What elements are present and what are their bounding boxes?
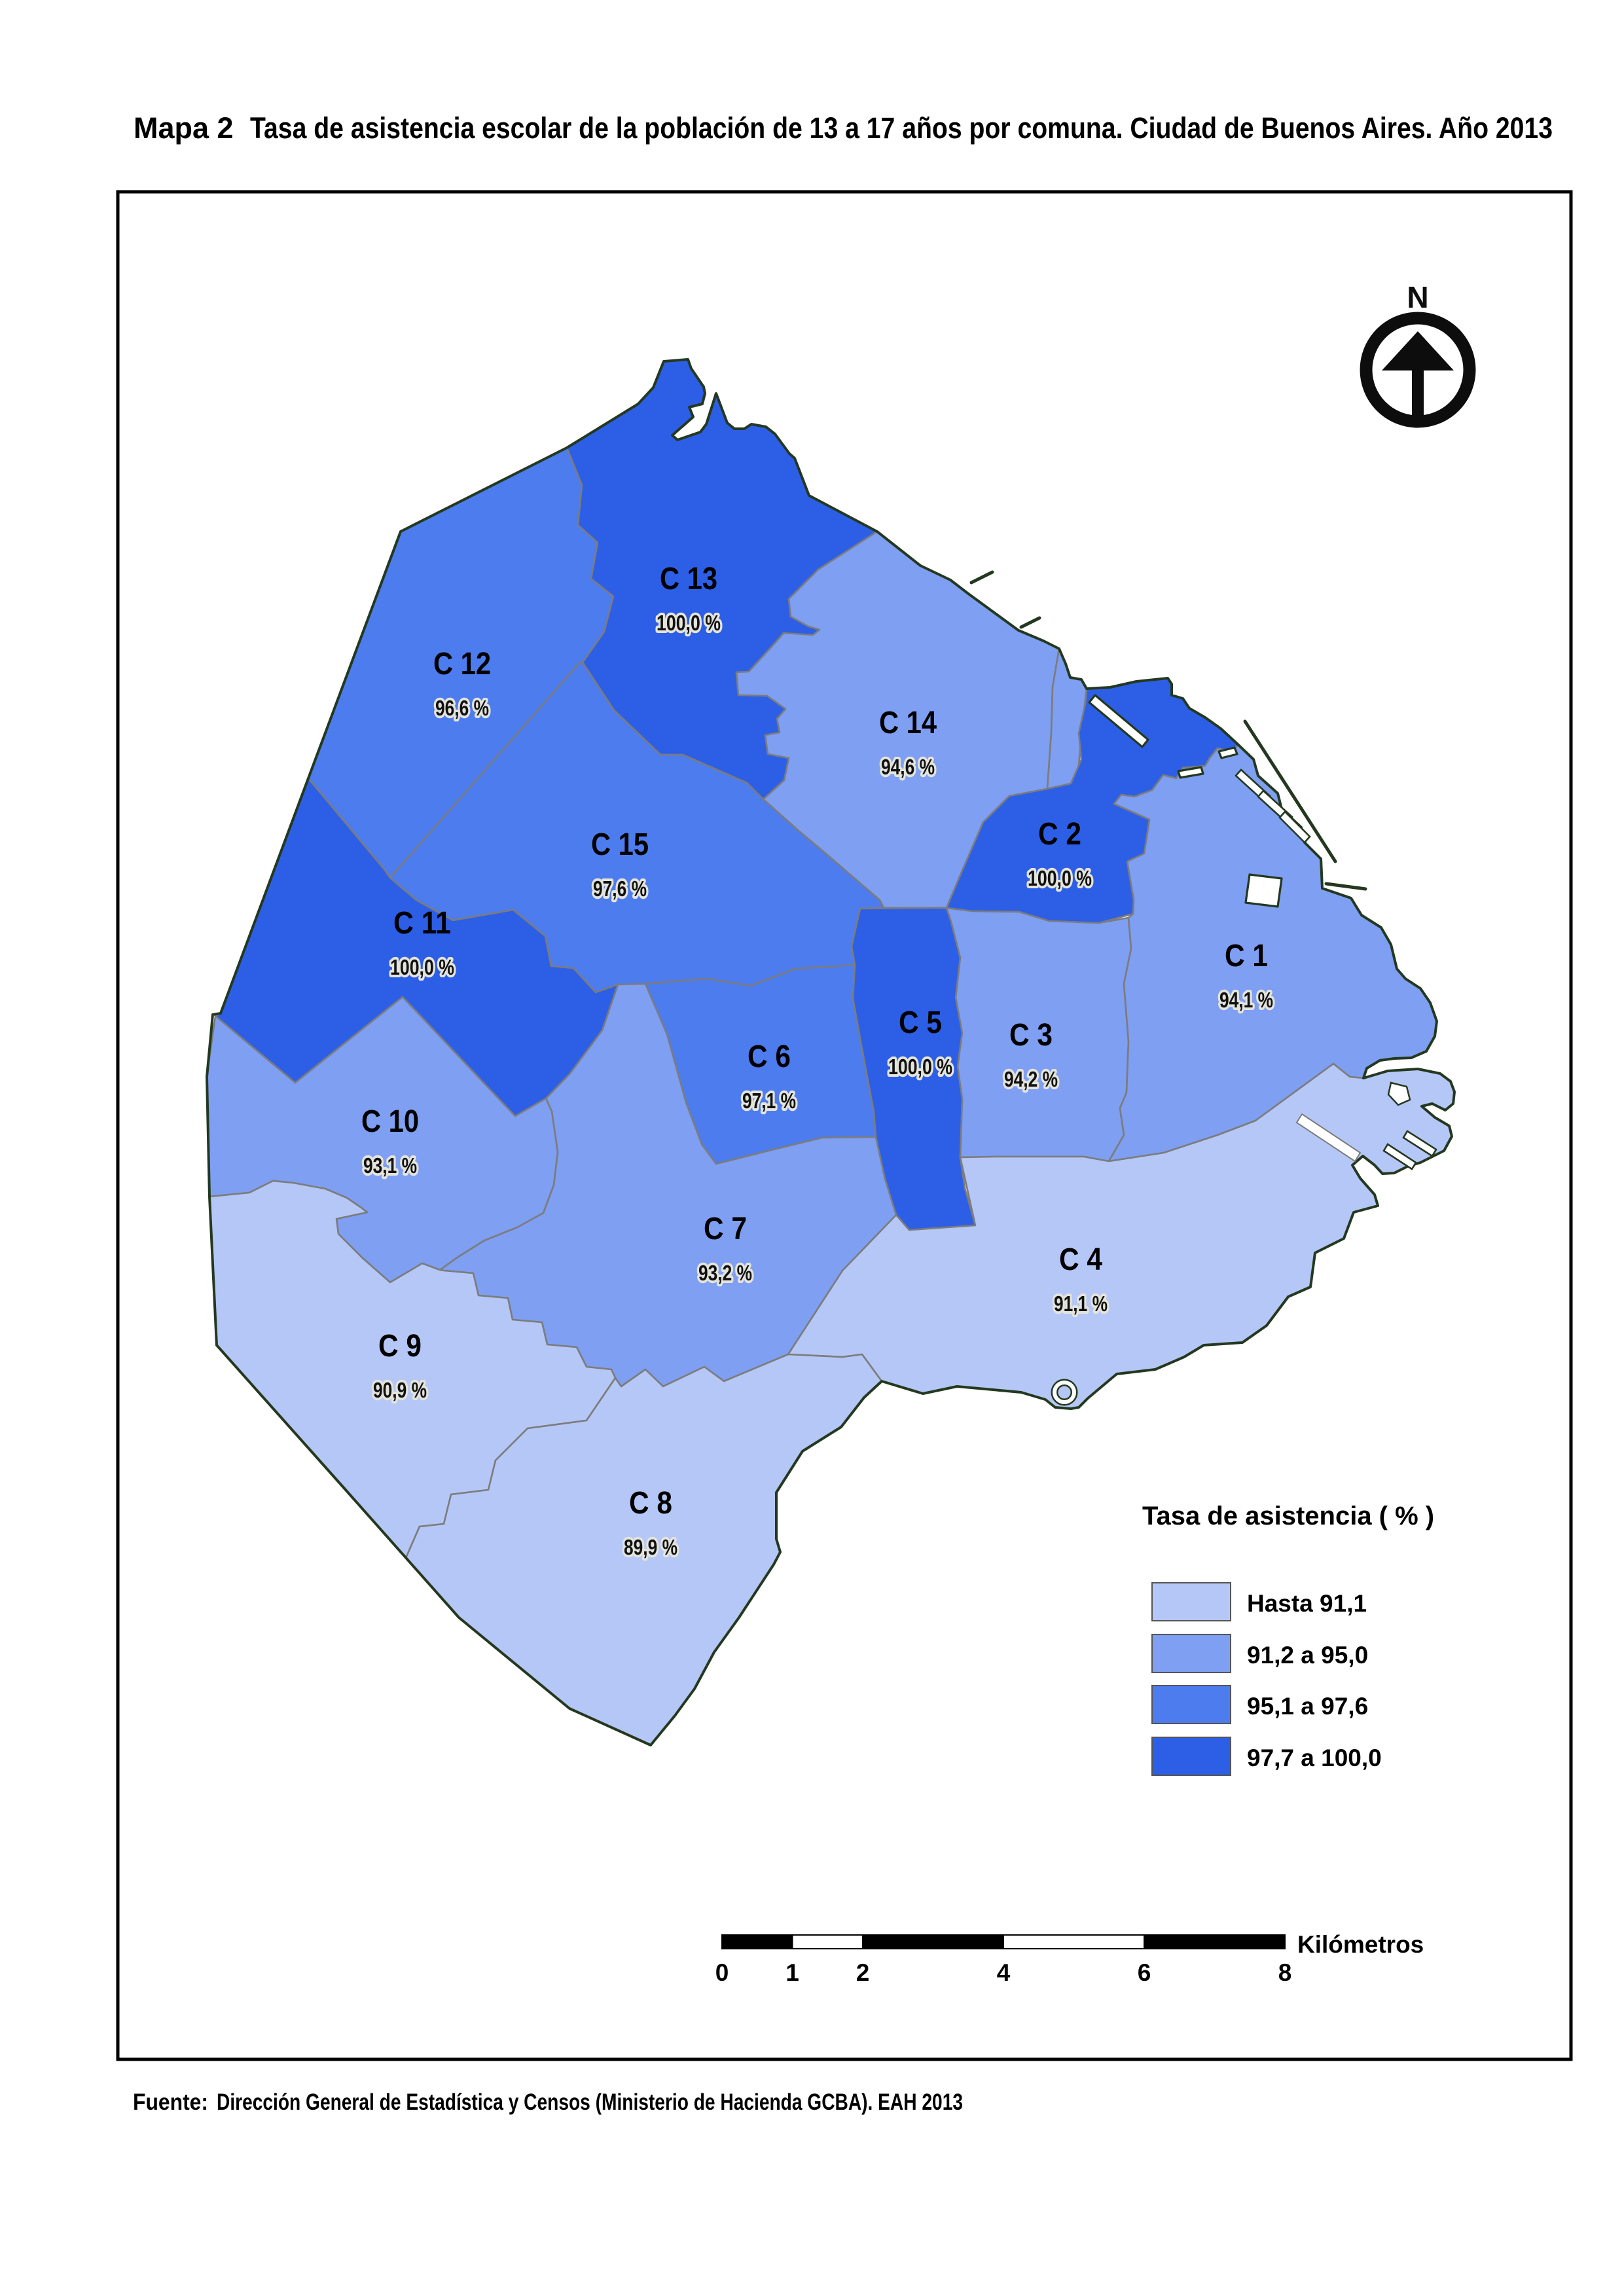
svg-text:C 14: C 14	[879, 706, 937, 740]
svg-text:C 11: C 11	[393, 906, 451, 941]
svg-text:C 8: C 8	[629, 1486, 672, 1521]
svg-text:94,2 %: 94,2 %	[1004, 1067, 1058, 1091]
svg-text:C 7: C 7	[704, 1212, 747, 1246]
svg-text:91,1 %: 91,1 %	[1054, 1292, 1108, 1316]
svg-text:C 6: C 6	[748, 1039, 791, 1074]
svg-text:C 3: C 3	[1009, 1018, 1053, 1053]
svg-text:C 2: C 2	[1038, 817, 1081, 852]
svg-text:94,6 %: 94,6 %	[881, 755, 935, 779]
svg-text:C 13: C 13	[660, 562, 717, 596]
svg-text:97,6 %: 97,6 %	[593, 876, 647, 901]
svg-text:89,9 %: 89,9 %	[624, 1535, 677, 1559]
svg-text:100,0 %: 100,0 %	[390, 955, 454, 979]
svg-text:C 5: C 5	[899, 1005, 942, 1040]
svg-text:1: 1	[785, 1959, 799, 1986]
svg-text:97,7 a 100,0: 97,7 a 100,0	[1247, 1744, 1382, 1771]
svg-text:96,6 %: 96,6 %	[435, 696, 489, 720]
svg-text:100,0 %: 100,0 %	[888, 1055, 952, 1079]
svg-text:0: 0	[715, 1959, 729, 1986]
svg-text:2: 2	[856, 1959, 870, 1986]
svg-text:93,2 %: 93,2 %	[698, 1261, 752, 1285]
svg-text:94,1 %: 94,1 %	[1219, 988, 1273, 1012]
svg-text:Fuente:: Fuente:	[133, 2089, 208, 2115]
svg-text:8: 8	[1278, 1959, 1292, 1986]
svg-text:C 12: C 12	[433, 647, 491, 681]
svg-text:93,1 %: 93,1 %	[363, 1153, 417, 1178]
svg-text:100,0 %: 100,0 %	[1028, 866, 1092, 890]
svg-text:Dirección General de Estadísti: Dirección General de Estadística y Censo…	[217, 2089, 963, 2115]
svg-text:Kilómetros: Kilómetros	[1297, 1931, 1424, 1958]
svg-text:95,1 a 97,6: 95,1 a 97,6	[1247, 1693, 1368, 1720]
svg-text:91,2 a 95,0: 91,2 a 95,0	[1247, 1642, 1368, 1669]
svg-text:C 9: C 9	[378, 1329, 422, 1364]
svg-text:Mapa 2: Mapa 2	[134, 111, 234, 145]
svg-text:C 4: C 4	[1059, 1242, 1102, 1277]
svg-text:100,0 %: 100,0 %	[657, 611, 721, 635]
svg-text:C 1: C 1	[1225, 939, 1268, 973]
svg-text:N: N	[1407, 280, 1428, 314]
svg-text:90,9 %: 90,9 %	[373, 1378, 427, 1402]
svg-text:97,1 %: 97,1 %	[742, 1089, 796, 1113]
svg-text:Hasta 91,1: Hasta 91,1	[1247, 1590, 1367, 1617]
svg-text:C 10: C 10	[361, 1104, 419, 1139]
svg-text:C 15: C 15	[591, 827, 649, 862]
svg-text:Tasa de asistencia ( % ): Tasa de asistencia ( % )	[1142, 1502, 1434, 1530]
svg-text:Tasa de asistencia escolar de: Tasa de asistencia escolar de la poblaci…	[250, 111, 1553, 145]
svg-text:4: 4	[997, 1959, 1011, 1986]
svg-text:6: 6	[1138, 1959, 1151, 1986]
